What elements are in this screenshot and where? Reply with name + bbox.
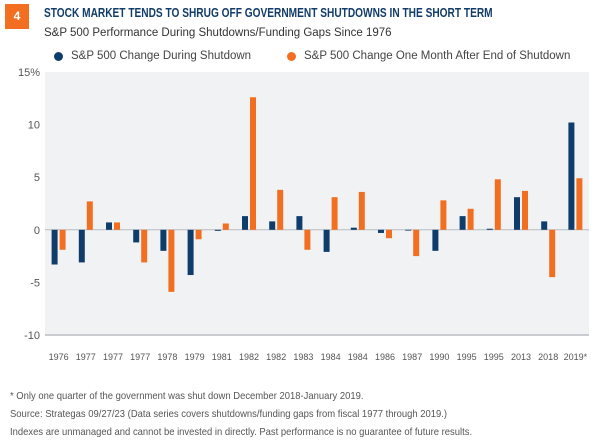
legend-item-after: S&P 500 Change One Month After End of Sh… <box>287 50 570 62</box>
y-tick-label: -10 <box>24 330 40 342</box>
x-tick-label: 1982 <box>266 352 286 362</box>
chart-subtitle: S&P 500 Performance During Shutdowns/Fun… <box>44 27 392 39</box>
bar-after <box>250 97 256 230</box>
bar-during <box>405 229 412 231</box>
x-tick-label: 1977 <box>76 352 96 362</box>
source-note: Source: Strategas 09/27/23 (Data series … <box>10 408 448 420</box>
bar-during <box>514 197 520 230</box>
plot-area <box>45 72 589 335</box>
x-tick-label: 1984 <box>348 352 368 362</box>
x-tick-label: 1982 <box>239 352 259 362</box>
legend-label: S&P 500 Change During Shutdown <box>71 50 252 62</box>
footnote: * Only one quarter of the government was… <box>10 390 364 402</box>
disclaimer: Indexes are unmanaged and cannot be inve… <box>10 426 473 438</box>
x-tick-label: 1978 <box>157 352 177 362</box>
bar-during <box>486 228 493 230</box>
bar-during <box>378 229 384 233</box>
bar-after <box>467 208 474 230</box>
bar-after <box>440 200 447 230</box>
y-tick-label: 10 <box>28 120 40 132</box>
bar-during <box>350 227 357 230</box>
y-tick-label: -5 <box>30 277 40 289</box>
bar-after <box>522 190 528 230</box>
bar-during <box>459 216 466 230</box>
x-tick-label: 1984 <box>321 352 341 362</box>
bar-after <box>494 179 501 230</box>
bar-during <box>269 221 276 230</box>
legend-label: S&P 500 Change One Month After End of Sh… <box>304 50 571 62</box>
bar-after <box>576 178 583 230</box>
x-tick-label: 1987 <box>402 352 422 362</box>
bar-after <box>168 229 175 292</box>
bar-during <box>432 229 439 251</box>
bar-after <box>114 222 120 230</box>
bar-during <box>78 229 85 263</box>
bar-during <box>541 221 548 230</box>
bar-after <box>86 201 93 230</box>
x-tick-label: 1983 <box>293 352 313 362</box>
x-tick-label: 1977 <box>130 352 150 362</box>
bar-after <box>141 229 148 263</box>
bar-during <box>133 229 140 243</box>
bar-after <box>195 229 202 240</box>
bar-during <box>187 229 194 276</box>
bar-after <box>413 229 420 257</box>
x-tick-label: 1990 <box>429 352 449 362</box>
x-tick-label: 1976 <box>49 352 69 362</box>
chart-title: STOCK MARKET TENDS TO SHRUG OFF GOVERNME… <box>44 5 493 20</box>
x-tick-label: 1995 <box>484 352 504 362</box>
bar-after <box>304 229 311 250</box>
bar-during <box>214 229 221 231</box>
bar-during <box>106 222 112 230</box>
bar-during <box>242 216 248 230</box>
x-tick-label: 2019* <box>564 352 588 362</box>
bar-after <box>59 229 66 250</box>
bar-chart: -10 -5 0 5 10 15% 1976 1977 1977 1977 1978 1979 1981… <box>18 67 589 362</box>
bar-after <box>549 229 556 278</box>
bar-after <box>222 223 229 230</box>
y-tick-label: 15% <box>18 67 40 79</box>
chart-number-badge: 4 <box>5 4 29 29</box>
bar-after <box>358 191 365 230</box>
bar-during <box>51 229 58 265</box>
legend-dot-icon <box>287 51 296 61</box>
x-tick-label: 1995 <box>457 352 477 362</box>
y-tick-label: 0 <box>34 225 40 237</box>
bar-after <box>331 197 338 230</box>
y-tick-label: 5 <box>34 172 40 184</box>
bar-after <box>386 229 392 239</box>
bar-during <box>568 122 575 230</box>
bar-during <box>160 229 167 251</box>
x-tick-label: 1979 <box>185 352 205 362</box>
bar-after <box>277 189 284 230</box>
bar-during <box>296 216 303 230</box>
x-tick-label: 1986 <box>375 352 395 362</box>
x-tick-label: 2013 <box>511 352 531 362</box>
x-tick-label: 1977 <box>103 352 123 362</box>
bar-during <box>323 229 330 252</box>
x-tick-label: 1981 <box>212 352 232 362</box>
legend-item-during: S&P 500 Change During Shutdown <box>54 50 251 62</box>
legend-dot-icon <box>54 51 63 61</box>
x-tick-label: 2018 <box>538 352 558 362</box>
